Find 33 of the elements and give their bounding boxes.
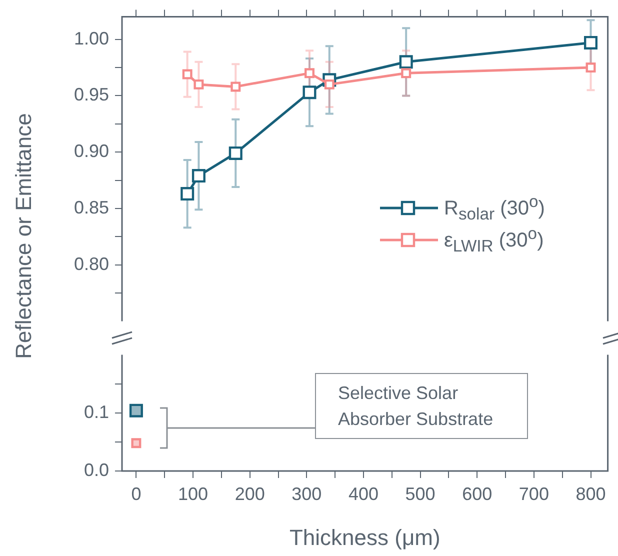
y-tick-label: 0.80 (74, 254, 109, 274)
x-tick-label: 200 (234, 484, 265, 504)
point (192, 169, 206, 183)
y-tick-label: 0.90 (74, 141, 109, 162)
point (304, 68, 314, 78)
point (194, 79, 204, 90)
point (182, 69, 192, 80)
y-tick-label: 1.00 (74, 28, 109, 48)
point (302, 86, 316, 100)
x-tick-label: 500 (405, 484, 436, 504)
y-axis-title: Reflectance or Emittance (11, 113, 37, 359)
x-tick-label: 0 (131, 484, 142, 504)
y-tick-label: 0.0 (84, 460, 109, 480)
x-tick-label: 600 (462, 484, 492, 504)
point (230, 82, 241, 92)
point (584, 36, 598, 50)
y-tick-label: 0.85 (74, 197, 109, 218)
x-tick-label: 700 (518, 484, 549, 504)
legend-label: R$_{solar}$ (30$^{o}$) (444, 192, 545, 224)
point (180, 187, 194, 201)
legend-label: ε$_{LWIR}$ (30$^{o}$) (444, 224, 544, 256)
y-tick-label: 0.95 (74, 84, 109, 105)
point (399, 55, 413, 69)
x-tick-label: 100 (178, 484, 208, 504)
x-axis-title: Thickness (μm) (289, 524, 440, 550)
y-tick-label: 0.1 (84, 402, 109, 422)
point (401, 68, 412, 78)
x-tick-label: 400 (348, 484, 379, 504)
x-tick-label: 300 (292, 484, 322, 504)
point (228, 146, 242, 160)
x-tick-label: 800 (576, 484, 606, 504)
annotation: Selective Solar Absorber Substrate (315, 373, 528, 439)
point (586, 62, 596, 73)
